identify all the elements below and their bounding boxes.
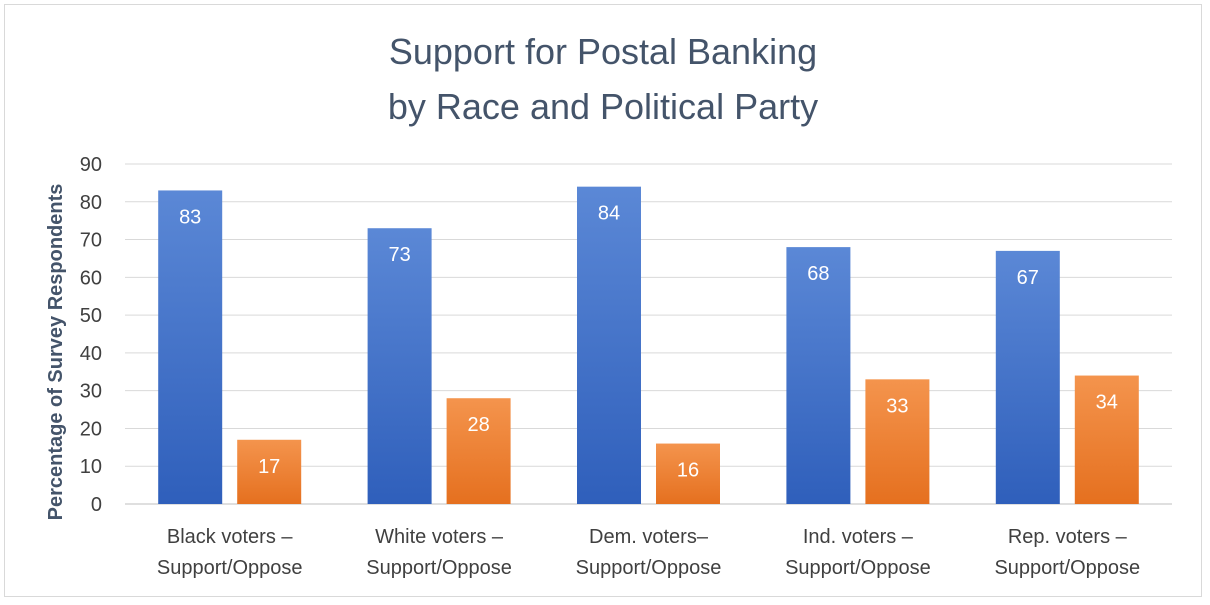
bar-series1-cat4 bbox=[786, 247, 851, 504]
category-label: White voters – bbox=[375, 526, 504, 548]
bar-series1-cat3 bbox=[577, 186, 641, 504]
y-tick-label: 70 bbox=[80, 230, 102, 252]
y-tick-label: 20 bbox=[80, 418, 102, 440]
y-tick-label: 50 bbox=[80, 305, 102, 327]
data-label: 73 bbox=[388, 244, 410, 266]
category-label: Rep. voters – bbox=[1008, 526, 1128, 548]
y-tick-label: 60 bbox=[80, 267, 102, 289]
data-label: 68 bbox=[807, 263, 829, 285]
y-tick-label: 30 bbox=[80, 381, 102, 403]
y-tick-label: 10 bbox=[80, 456, 102, 478]
y-axis-ticks: 0 10 20 30 40 50 60 70 80 90 bbox=[80, 154, 102, 516]
bar-series1-cat5 bbox=[995, 250, 1060, 504]
bar-series2-cat5 bbox=[1074, 375, 1139, 504]
category-label: Support/Oppose bbox=[157, 557, 303, 579]
bar-series1-cat2 bbox=[367, 228, 432, 504]
category-label: Support/Oppose bbox=[576, 557, 722, 579]
chart-title: Support for Postal Banking by Race and Po… bbox=[388, 31, 818, 127]
bar-series2-cat4 bbox=[865, 379, 930, 504]
bars bbox=[158, 186, 1139, 504]
bar-series1-cat1 bbox=[158, 190, 223, 504]
y-tick-label: 40 bbox=[80, 343, 102, 365]
y-tick-label: 90 bbox=[80, 154, 102, 176]
data-label: 17 bbox=[258, 456, 280, 478]
data-label: 33 bbox=[886, 395, 908, 417]
category-label: Support/Oppose bbox=[785, 557, 931, 579]
y-tick-label: 80 bbox=[80, 192, 102, 214]
x-axis-categories: Black voters – Support/Oppose White voters… bbox=[157, 526, 1140, 579]
bar-series2-cat3 bbox=[656, 443, 720, 504]
category-label: Ind. voters – bbox=[803, 526, 914, 548]
data-label: 28 bbox=[467, 414, 489, 436]
data-label: 83 bbox=[179, 206, 201, 228]
y-tick-label: 0 bbox=[91, 494, 102, 516]
data-label: 34 bbox=[1096, 392, 1118, 414]
category-label: Support/Oppose bbox=[994, 557, 1140, 579]
data-label: 16 bbox=[677, 460, 699, 482]
bar-series2-cat2 bbox=[446, 398, 511, 504]
data-label: 67 bbox=[1017, 267, 1039, 289]
category-label: Support/Oppose bbox=[366, 557, 512, 579]
y-axis-label: Percentage of Survey Respondents bbox=[45, 184, 67, 521]
data-labels: 83 17 73 28 84 16 68 33 67 34 bbox=[179, 203, 1118, 482]
chart-title-line-2: by Race and Political Party bbox=[388, 86, 818, 127]
chart-title-line-1: Support for Postal Banking bbox=[389, 31, 817, 72]
y-axis-label-group: Percentage of Survey Respondents bbox=[45, 184, 67, 521]
data-label: 84 bbox=[598, 203, 620, 225]
category-label: Black voters – bbox=[167, 526, 293, 548]
bar-series2-cat1 bbox=[237, 439, 302, 504]
category-label: Dem. voters– bbox=[589, 526, 709, 548]
